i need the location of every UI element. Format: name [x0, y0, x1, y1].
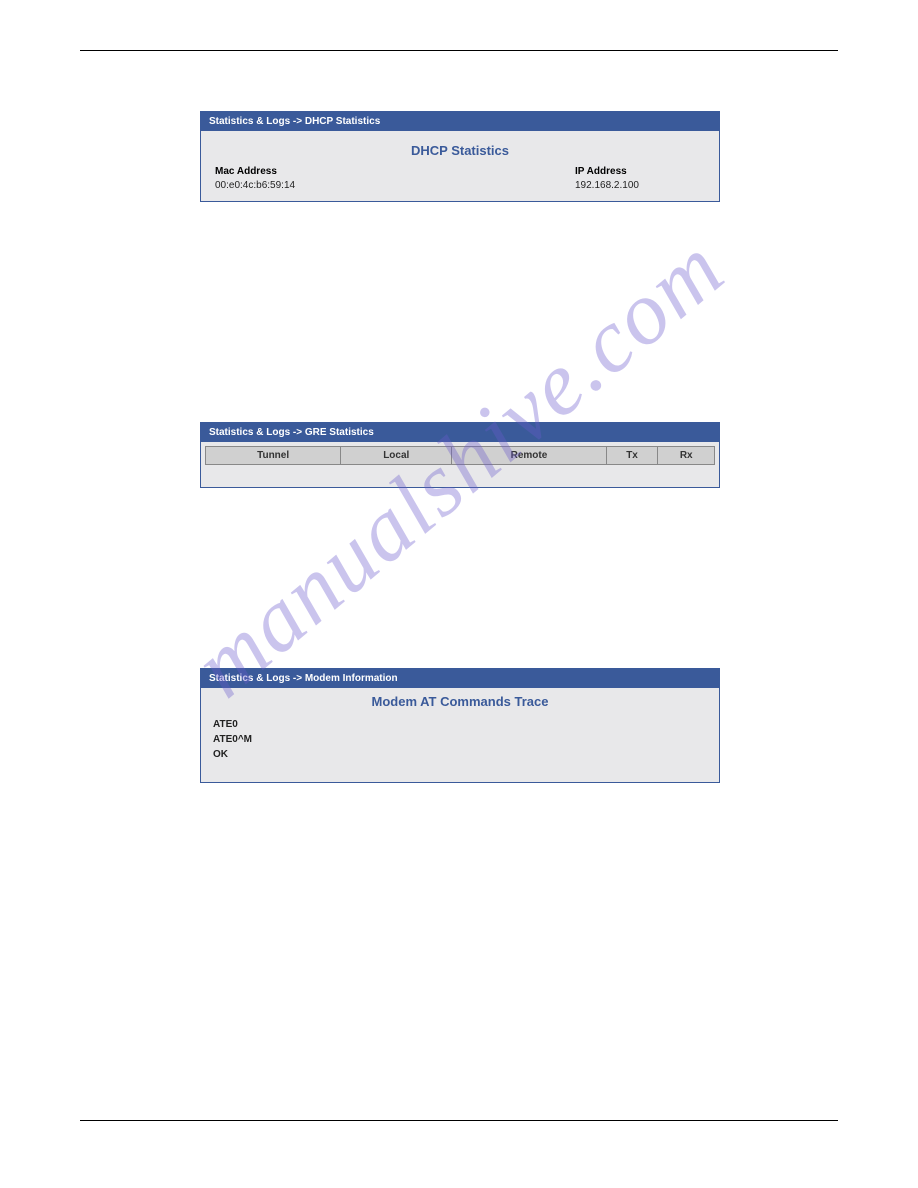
dhcp-row0-mac: 00:e0:4c:b6:59:14 — [215, 180, 575, 191]
modem-line-1: ATE0^M — [213, 732, 707, 747]
dhcp-title: DHCP Statistics — [205, 137, 715, 166]
gre-panel: Statistics & Logs -> GRE Statistics Tunn… — [200, 422, 720, 488]
dhcp-row0-ip: 192.168.2.100 — [575, 180, 705, 191]
dhcp-col-ip-header: IP Address — [575, 166, 705, 177]
gre-body: Tunnel Local Remote Tx Rx — [201, 442, 719, 487]
dhcp-breadcrumb: Statistics & Logs -> DHCP Statistics — [201, 112, 719, 131]
spacer — [80, 488, 838, 578]
document-page: manualshive.com Statistics & Logs -> DHC… — [0, 0, 918, 933]
top-rule — [80, 50, 838, 51]
gre-col-tunnel: Tunnel — [206, 447, 341, 465]
modem-line-2: OK — [213, 747, 707, 762]
dhcp-col-mac-header: Mac Address — [215, 166, 575, 177]
gre-table: Tunnel Local Remote Tx Rx — [205, 446, 715, 465]
dhcp-data-row: 00:e0:4c:b6:59:14 192.168.2.100 — [205, 180, 715, 191]
dhcp-header-row: Mac Address IP Address — [205, 166, 715, 180]
dhcp-body: DHCP Statistics Mac Address IP Address 0… — [201, 131, 719, 201]
gre-header-row: Tunnel Local Remote Tx Rx — [206, 447, 715, 465]
gre-col-local: Local — [341, 447, 452, 465]
gre-col-rx: Rx — [658, 447, 715, 465]
modem-line-0: ATE0 — [213, 717, 707, 732]
modem-breadcrumb: Statistics & Logs -> Modem Information — [201, 669, 719, 688]
dhcp-panel: Statistics & Logs -> DHCP Statistics DHC… — [200, 111, 720, 202]
gre-col-remote: Remote — [452, 447, 606, 465]
gre-col-tx: Tx — [606, 447, 658, 465]
modem-trace-lines: ATE0 ATE0^M OK — [201, 717, 719, 782]
gre-breadcrumb: Statistics & Logs -> GRE Statistics — [201, 423, 719, 442]
modem-panel: Statistics & Logs -> Modem Information M… — [200, 668, 720, 783]
spacer — [80, 302, 838, 422]
gre-empty-body — [205, 465, 715, 483]
spacer — [80, 578, 838, 668]
bottom-rule — [80, 1120, 838, 1121]
modem-body: Modem AT Commands Trace ATE0 ATE0^M OK — [201, 688, 719, 782]
modem-title: Modem AT Commands Trace — [201, 688, 719, 717]
